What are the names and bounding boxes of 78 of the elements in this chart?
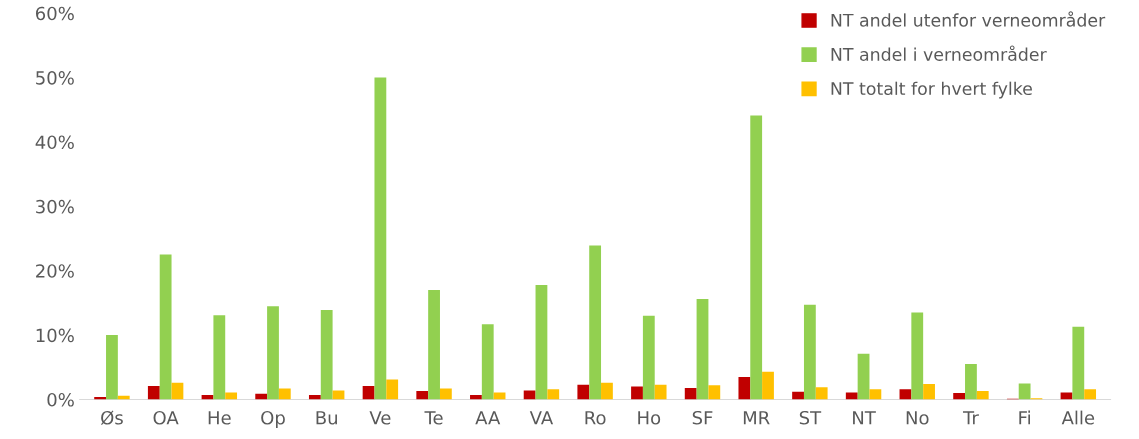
bar [278, 388, 291, 400]
bar [815, 387, 828, 400]
x-tick-label: AA [475, 411, 501, 425]
bar [869, 389, 882, 400]
bar [386, 379, 399, 400]
x-tick-label: NT [853, 411, 876, 425]
x-tick-label: Op [261, 410, 285, 429]
bar [1084, 389, 1097, 400]
bar [589, 245, 602, 400]
x-tick-label: OA [153, 410, 179, 425]
y-tick-label: 50% [36, 71, 74, 85]
legend-label: NT andel i verneområder [831, 45, 1047, 61]
x-tick-label: MR [743, 411, 770, 425]
bar [1018, 383, 1031, 400]
bar [684, 387, 697, 400]
y-tick-label: 10% [36, 328, 74, 343]
x-tick-label: Alle [1061, 410, 1095, 425]
bar [577, 384, 590, 400]
bar [159, 254, 172, 400]
x-tick-label: Ve [369, 411, 391, 425]
bar [750, 115, 763, 400]
bar [762, 371, 774, 400]
x-tick-label: SF [692, 410, 713, 425]
bar [320, 309, 333, 400]
x-tick-label: Øs [101, 410, 123, 425]
bar [213, 315, 226, 400]
bar [899, 389, 912, 400]
bar [654, 384, 667, 400]
bar [374, 77, 387, 400]
legend-label: NT totalt for hvert fylke [831, 81, 1032, 99]
bar [470, 394, 482, 400]
x-tick-label: Fi [1019, 410, 1030, 425]
bar [857, 353, 870, 400]
bar [803, 304, 816, 400]
x-tick-label: VA [529, 411, 554, 425]
bar [1060, 392, 1073, 400]
bar [147, 385, 160, 400]
bar [911, 312, 924, 400]
bar [481, 324, 494, 400]
bar [601, 382, 613, 400]
y-tick-label: 60% [36, 6, 74, 21]
bar [416, 391, 429, 400]
bar [106, 335, 118, 400]
x-tick-label: Ro [585, 411, 606, 425]
bar [1072, 326, 1085, 400]
y-tick-label: 20% [36, 264, 74, 278]
bar [923, 384, 935, 400]
bar [523, 390, 536, 400]
bar [953, 393, 966, 400]
bar [965, 364, 977, 400]
bar [547, 389, 560, 400]
bar [792, 391, 804, 400]
bar [535, 284, 548, 400]
y-tick-label: 40% [35, 135, 74, 150]
bar [439, 388, 452, 400]
legend-label: NT andel utenfor verneområder [831, 11, 1106, 27]
bar [493, 392, 506, 400]
x-tick-label: No [906, 411, 929, 425]
bar [976, 391, 989, 400]
bar [696, 299, 709, 400]
x-tick-label: Bu [316, 411, 337, 425]
y-tick-label: 0% [47, 392, 74, 407]
bar [308, 394, 321, 400]
x-tick-label: Tr [962, 411, 979, 425]
bar [428, 290, 440, 400]
bar [738, 376, 751, 400]
bar [708, 385, 721, 400]
x-tick-label: Te [424, 411, 443, 425]
bar [267, 306, 279, 400]
y-tick-label: 30% [36, 199, 74, 214]
bar [642, 315, 655, 400]
bar [332, 390, 345, 400]
bar [225, 392, 238, 400]
x-tick-label: Ho [638, 411, 661, 425]
x-tick-label: ST [799, 410, 822, 425]
x-tick-label: He [208, 411, 231, 425]
bar [845, 392, 858, 400]
bar [631, 386, 643, 400]
